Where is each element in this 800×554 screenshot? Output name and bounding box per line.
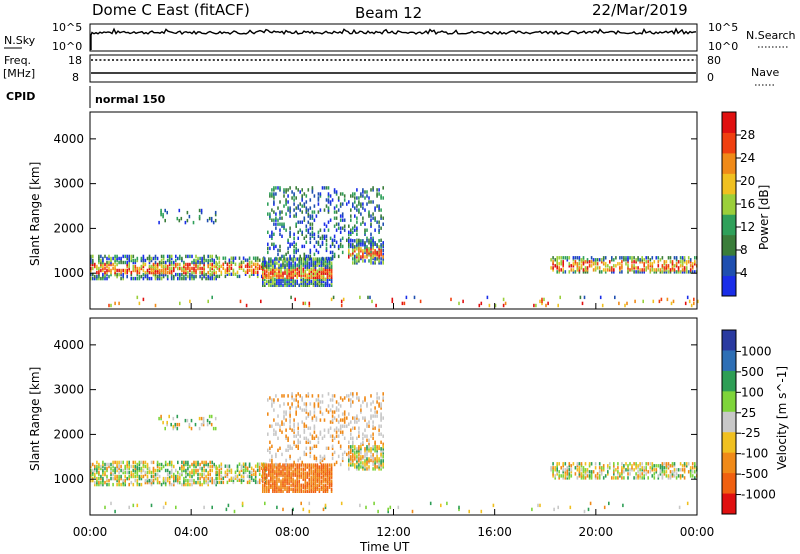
nsky-label: N.Sky: [4, 34, 36, 47]
colorbar-tick-label: 1000: [741, 344, 772, 358]
power-colorbar-label: Power [dB]: [757, 185, 771, 250]
colorbar-tick-label: 12: [740, 220, 755, 234]
power-ylabel: Slant Range [km]: [28, 162, 42, 266]
colorbar-swatch: [722, 370, 736, 392]
radar-title: Dome C East (fitACF): [92, 1, 250, 19]
power-ytick-label: 3000: [53, 177, 84, 191]
colorbar-swatch: [722, 330, 736, 351]
velocity-ytick-label: 2000: [53, 427, 84, 441]
colorbar-tick-label: 100: [741, 385, 764, 399]
velocity-data: [90, 392, 698, 514]
colorbar-swatch: [722, 214, 736, 236]
colorbar-swatch: [722, 452, 736, 474]
colorbar-swatch: [722, 473, 736, 495]
colorbar-tick-label: -1000: [741, 488, 776, 502]
colorbar-swatch: [722, 193, 736, 215]
velocity-colorbar-label: Velocity [m s^-1]: [775, 366, 789, 470]
beam-title: Beam 12: [355, 4, 422, 22]
xtick-label: 16:00: [477, 525, 512, 539]
colorbar-tick-label: 8: [740, 243, 748, 257]
nsearch-tick-bottom: 10^0: [708, 40, 738, 53]
freq-tick-top: 18: [68, 54, 82, 67]
colorbar-tick-label: 25: [741, 406, 756, 420]
nsky-tick-top: 10^5: [52, 21, 82, 34]
time-axis-label: Time UT: [359, 540, 410, 554]
power-ytick-label: 2000: [53, 221, 84, 235]
cpid-panel: CPID normal 150: [6, 86, 166, 108]
colorbar-tick-label: 28: [740, 128, 755, 142]
power-data: [90, 186, 699, 308]
colorbar-swatch: [722, 350, 736, 372]
nsky-panel: N.Sky 10^5 10^0 10^5 10^0 N.Search: [4, 21, 796, 53]
nave-label: Nave: [751, 66, 779, 79]
power-ytick-label: 4000: [53, 132, 84, 146]
colorbar-tick-label: 20: [740, 174, 755, 188]
freq-panel: Freq. [MHz] 18 8 80 0 Nave: [3, 54, 779, 86]
freq-unit: [MHz]: [3, 67, 35, 80]
nsearch-tick-top: 10^5: [708, 21, 738, 34]
colorbar-swatch: [722, 152, 736, 174]
nave-tick-bottom: 0: [707, 71, 714, 84]
xtick-label: 08:00: [275, 525, 310, 539]
colorbar-swatch: [722, 132, 736, 154]
cpid-label: CPID: [6, 90, 35, 103]
colorbar-swatch: [722, 411, 736, 433]
colorbar-swatch: [722, 275, 736, 297]
velocity-ytick-label: 3000: [53, 383, 84, 397]
cpid-value: normal 150: [95, 93, 166, 106]
power-colorbar: 4 8 12 16 20 24 28 Power [dB]: [721, 111, 771, 297]
freq-label: Freq.: [4, 54, 31, 67]
colorbar-swatch: [722, 432, 736, 454]
colorbar-tick-label: 4: [740, 266, 748, 280]
xtick-label: 12:00: [376, 525, 411, 539]
colorbar-tick-label: 16: [740, 197, 755, 211]
date-title: 22/Mar/2019: [592, 1, 688, 19]
colorbar-swatch: [722, 255, 736, 277]
colorbar-tick-label: -500: [741, 467, 768, 481]
velocity-ylabel: Slant Range [km]: [28, 367, 42, 471]
colorbar-tick-label: -25: [741, 426, 761, 440]
xtick-label: 04:00: [174, 525, 209, 539]
xtick-label: 20:00: [579, 525, 614, 539]
colorbar-tick-label: -100: [741, 447, 768, 461]
power-panel: 1000 2000 3000 4000 Slant Range [km]: [28, 111, 699, 310]
freq-tick-bottom: 8: [72, 71, 79, 84]
colorbar-swatch: [722, 234, 736, 256]
velocity-ytick-label: 1000: [53, 472, 84, 486]
nsearch-label: N.Search: [746, 29, 796, 42]
colorbar-swatch: [722, 112, 736, 133]
colorbar-swatch: [722, 173, 736, 195]
velocity-panel: 1000 2000 3000 4000 00:00 04:00 08:00 12:00 16:…: [28, 303, 714, 554]
xtick-label: 00:00: [73, 525, 108, 539]
velocity-colorbar: 1000 500 100 25 -25 -100 -500 -1000 Velocity [m…: [721, 329, 789, 515]
nave-tick-top: 80: [707, 54, 721, 67]
velocity-ytick-label: 4000: [53, 338, 84, 352]
colorbar-swatch: [722, 493, 736, 515]
xtick-label: 00:00: [680, 525, 715, 539]
colorbar-tick-label: 24: [740, 151, 755, 165]
colorbar-swatch: [722, 391, 736, 413]
power-ytick-label: 1000: [53, 266, 84, 280]
colorbar-tick-label: 500: [741, 365, 764, 379]
nsky-tick-bottom: 10^0: [52, 40, 82, 53]
